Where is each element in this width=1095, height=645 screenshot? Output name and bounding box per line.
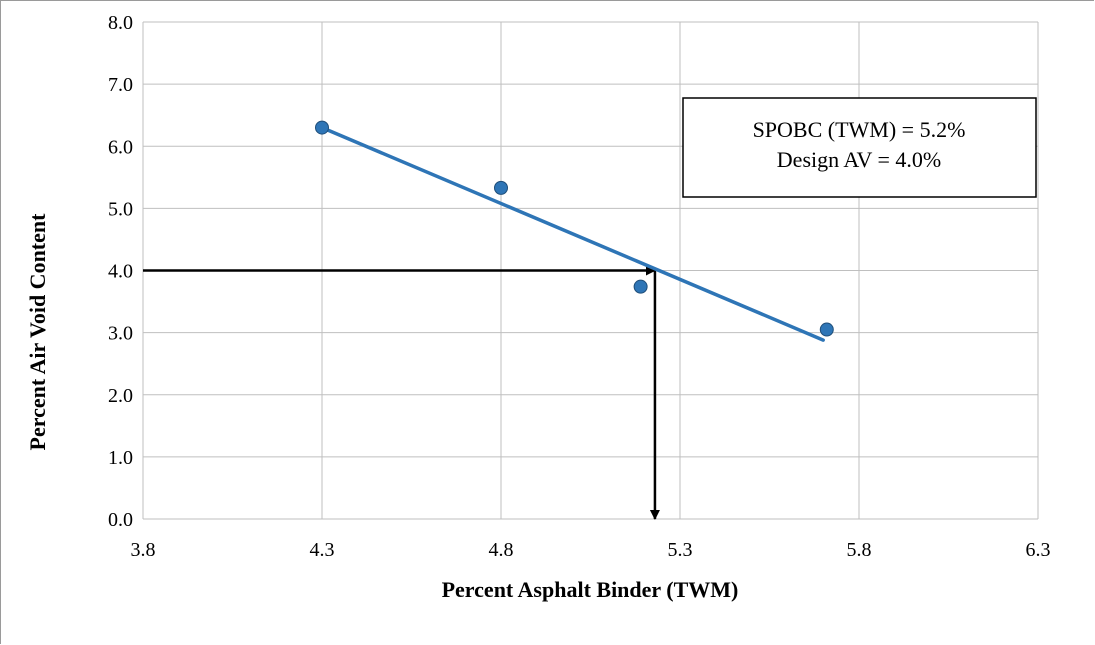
- y-tick-label: 4.0: [108, 261, 133, 283]
- x-tick-label: 6.3: [1026, 539, 1051, 561]
- trendline: [320, 125, 825, 342]
- y-tick-label: 0.0: [108, 509, 133, 531]
- y-tick-label: 7.0: [108, 74, 133, 96]
- y-tick-label: 1.0: [108, 447, 133, 469]
- data-point: [315, 120, 329, 135]
- annotation-box: SPOBC (TWM) = 5.2% Design AV = 4.0%: [682, 97, 1037, 198]
- tick-labels: 3.8 4.3 4.8 5.3 5.8 6.3 0.0 1.0 2.0 3.0 4.0 5.0 6.0 7…: [108, 12, 1051, 561]
- annotation-line-2: Design AV = 4.0%: [777, 147, 941, 172]
- data-point: [819, 322, 834, 337]
- y-tick-label: 5.0: [108, 198, 133, 220]
- y-tick-label: 2.0: [108, 385, 133, 407]
- x-tick-label: 4.8: [489, 539, 514, 561]
- x-tick-label: 5.8: [847, 539, 872, 561]
- x-tick-label: 4.3: [310, 539, 335, 561]
- y-tick-label: 6.0: [108, 136, 133, 158]
- y-tick-label: 3.0: [108, 323, 133, 345]
- x-tick-label: 5.3: [668, 539, 693, 561]
- data-point: [633, 279, 648, 294]
- x-tick-label: 3.8: [131, 539, 156, 561]
- data-point: [494, 180, 508, 195]
- annotation-border: [682, 97, 1037, 198]
- reference-arrows: [143, 265, 660, 520]
- y-axis-title: Percent Air Void Content: [25, 213, 50, 451]
- y-tick-label: 8.0: [108, 12, 133, 34]
- data-series: [315, 120, 834, 342]
- x-axis-title: Percent Asphalt Binder (TWM): [442, 577, 739, 602]
- annotation-line-1: SPOBC (TWM) = 5.2%: [753, 117, 966, 142]
